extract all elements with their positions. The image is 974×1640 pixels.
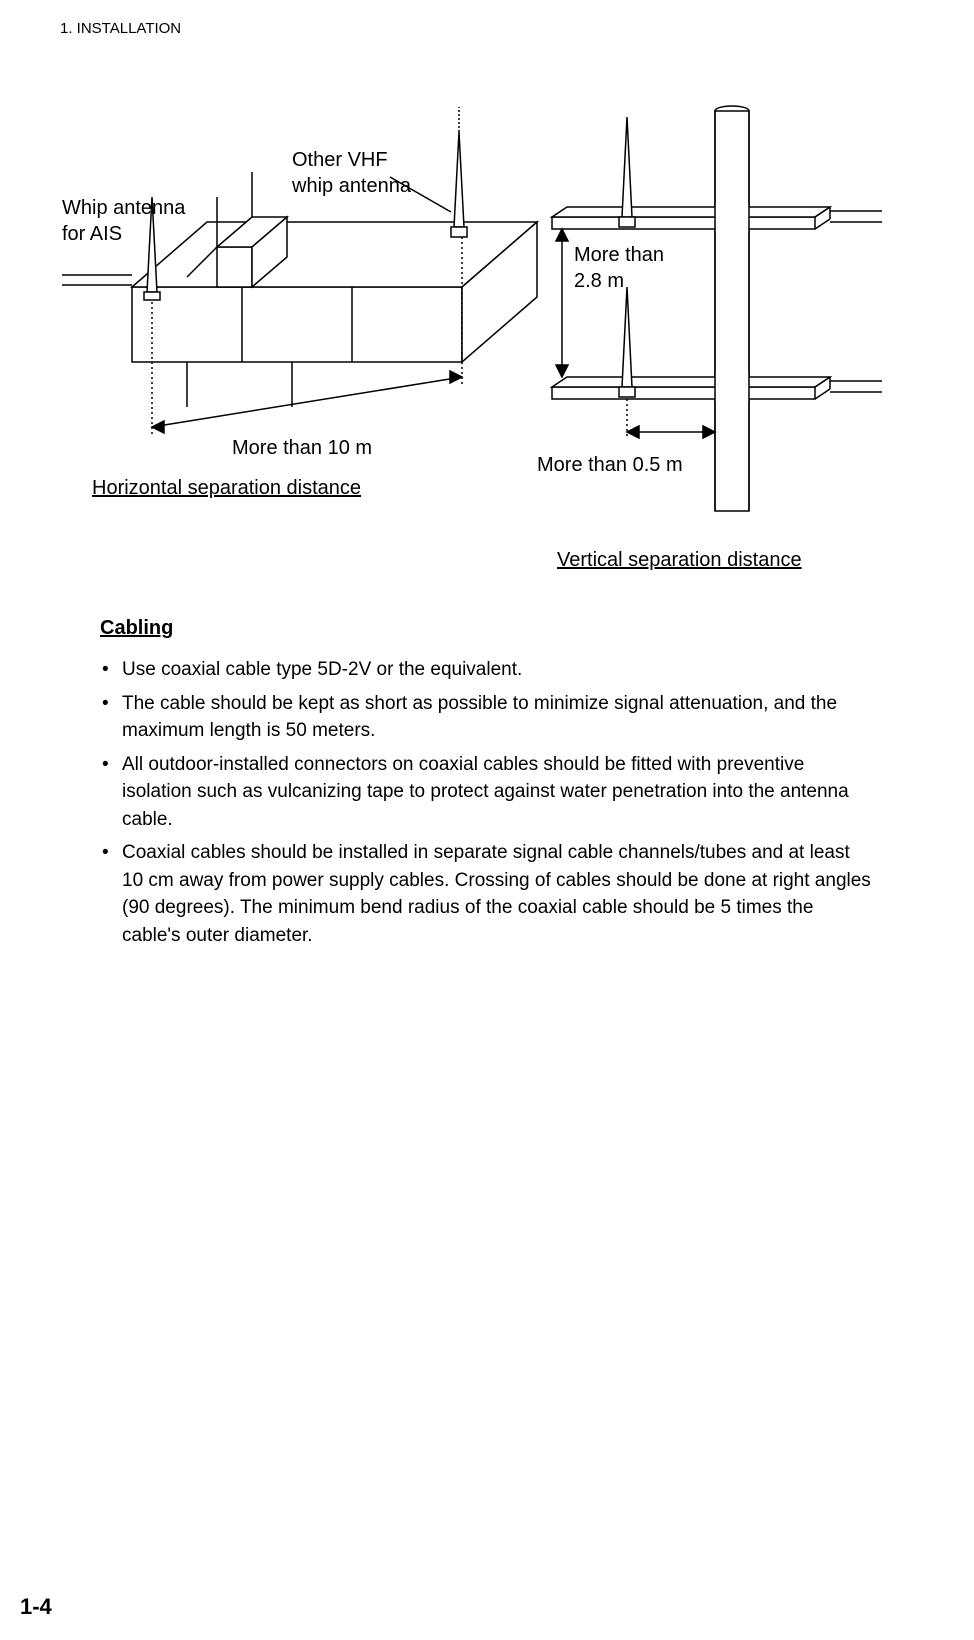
label-vertical-caption: Vertical separation distance xyxy=(557,547,802,573)
page-number: 1-4 xyxy=(20,1594,52,1620)
bullet-item: Use coaxial cable type 5D-2V or the equi… xyxy=(100,656,874,684)
label-28m: More than 2.8 m xyxy=(574,242,664,294)
bullet-item: Coaxial cables should be installed in se… xyxy=(100,839,874,949)
label-10m: More than 10 m xyxy=(232,435,372,461)
diagram-svg xyxy=(62,77,912,597)
bullet-item: All outdoor-installed connectors on coax… xyxy=(100,751,874,834)
label-horizontal-caption: Horizontal separation distance xyxy=(92,475,361,501)
section-title-cabling: Cabling xyxy=(100,617,914,640)
page-header: 1. INSTALLATION xyxy=(60,20,914,37)
label-other-vhf: Other VHF whip antenna xyxy=(292,147,411,199)
label-05m: More than 0.5 m xyxy=(537,452,683,478)
label-whip-ais: Whip antenna for AIS xyxy=(62,195,185,247)
bullet-item: The cable should be kept as short as pos… xyxy=(100,690,874,745)
antenna-diagram: Whip antenna for AIS Other VHF whip ante… xyxy=(62,77,912,597)
cabling-bullets: Use coaxial cable type 5D-2V or the equi… xyxy=(100,656,874,949)
